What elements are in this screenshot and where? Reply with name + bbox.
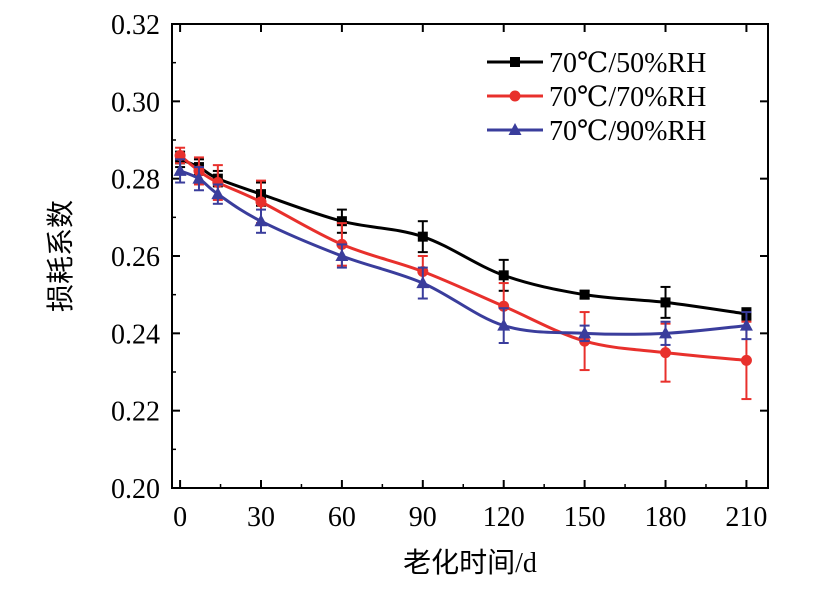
x-tick-label: 30 (247, 502, 275, 533)
x-tick-label: 0 (173, 502, 187, 533)
square-marker (510, 57, 520, 67)
x-tick-label: 60 (328, 502, 356, 533)
y-tick-label: 0.26 (111, 242, 160, 273)
x-tick-label: 210 (725, 502, 767, 533)
circle-marker (174, 149, 186, 161)
triangle-marker (508, 123, 522, 135)
circle-marker (660, 347, 672, 359)
y-tick-label: 0.24 (111, 319, 160, 350)
x-tick-label: 90 (409, 502, 437, 533)
axis-ticks: 0 30 60 90 120 150 180 210 0.20 0.22 0.24 0.26 0.28 0… (111, 10, 768, 533)
series-2 (174, 146, 752, 401)
series-1 (175, 150, 752, 321)
triangle-marker (173, 163, 187, 176)
circle-marker (255, 196, 267, 208)
square-marker (336, 216, 347, 227)
square-marker (417, 231, 428, 242)
y-tick-label: 0.22 (111, 397, 160, 428)
x-tick-label: 180 (645, 502, 687, 533)
x-axis-title: 老化时间/d (403, 547, 537, 579)
series-line (179, 154, 747, 362)
y-tick-label: 0.20 (111, 474, 160, 505)
triangle-marker (497, 318, 511, 331)
x-tick-label: 120 (483, 502, 525, 533)
triangle-marker (578, 326, 592, 339)
triangle-marker (739, 318, 753, 331)
y-tick-label: 0.28 (111, 165, 160, 196)
legend-label: 70℃/50%RH (549, 48, 706, 79)
legend-entry-2: 70℃/70%RH (487, 82, 706, 113)
y-tick-label: 0.30 (111, 87, 160, 118)
x-tick-label: 150 (564, 502, 606, 533)
circle-marker (740, 354, 752, 366)
triangle-marker (659, 326, 673, 339)
series-3 (173, 158, 753, 346)
legend-entry-1: 70℃/50%RH (487, 48, 706, 79)
triangle-marker (254, 214, 268, 227)
square-marker (579, 289, 590, 300)
square-marker (498, 270, 509, 281)
triangle-marker (416, 276, 430, 289)
series-line (179, 169, 747, 336)
series-layer (173, 146, 753, 401)
circle-marker (509, 90, 521, 102)
triangle-marker (335, 249, 349, 261)
series-line (179, 157, 747, 316)
triangle-marker (192, 171, 206, 184)
square-marker (660, 297, 671, 308)
legend-entry-3: 70℃/90%RH (487, 116, 706, 147)
legend-label: 70℃/70%RH (549, 82, 706, 113)
legend-label: 70℃/90%RH (549, 116, 706, 147)
triangle-marker (211, 187, 225, 200)
y-tick-label: 0.32 (111, 10, 160, 41)
y-axis-title: 损耗系数 (45, 200, 77, 312)
